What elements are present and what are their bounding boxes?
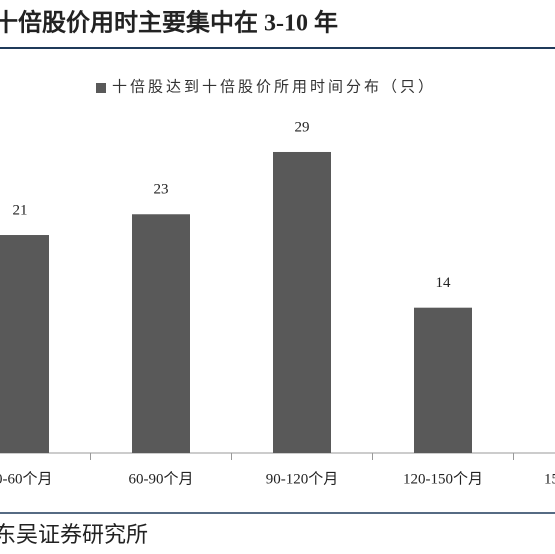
x-tick-label: 60-90个月 [129,470,194,487]
x-tick-label: 120-150个月 [403,470,483,487]
legend-swatch [96,83,106,93]
bar [273,151,331,454]
value-label: 29 [295,119,310,135]
bar [414,307,472,453]
value-label: 23 [154,182,169,198]
value-label: 14 [436,275,452,291]
value-label: 21 [13,202,28,218]
x-tick-label: 30-60个月 [0,470,53,487]
bar [132,214,190,453]
legend-label: 十倍股达到十倍股价所用时间分布（只） [112,78,436,95]
source: 东吴证券研究所 [0,522,148,547]
x-tick-label: 150-180个月 [544,470,555,487]
x-tick-label: 90-120个月 [266,470,339,487]
bar [0,235,49,453]
chart-title: 十倍股价用时主要集中在 3-10 年 [0,9,338,37]
